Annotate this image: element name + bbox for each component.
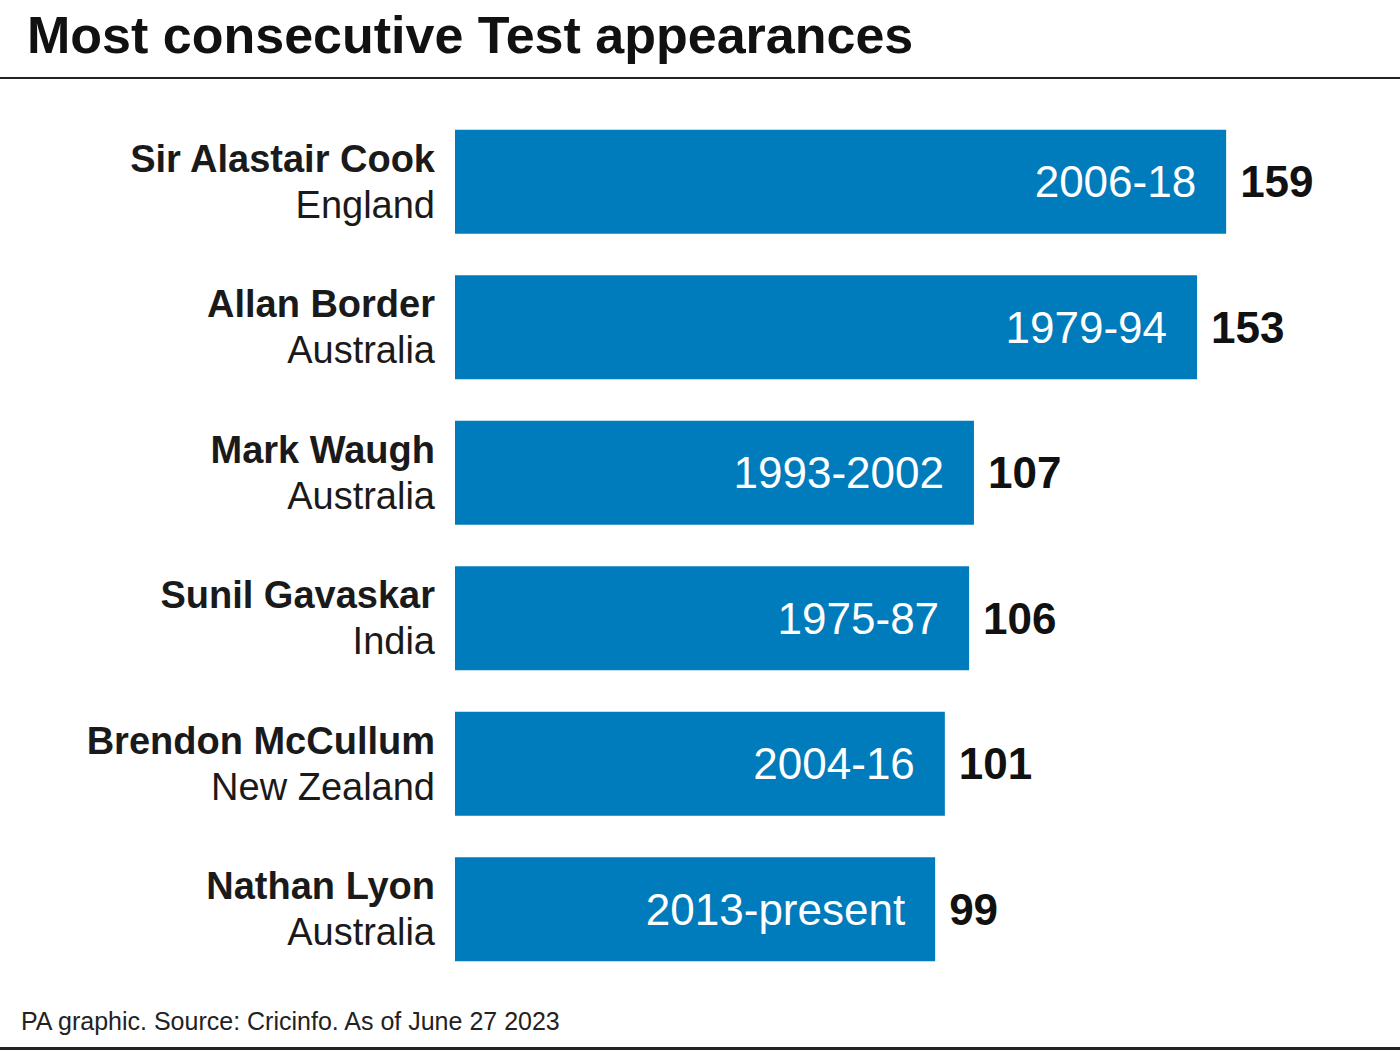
svg-text:Sir Alastair Cook: Sir Alastair Cook: [130, 138, 436, 180]
svg-text:New Zealand: New Zealand: [211, 766, 435, 808]
svg-text:159: 159: [1240, 157, 1313, 206]
svg-text:Australia: Australia: [287, 911, 436, 953]
svg-text:2013-present: 2013-present: [646, 885, 905, 934]
svg-text:PA graphic. Source: Cricinfo.: PA graphic. Source: Cricinfo. As of June…: [21, 1007, 560, 1035]
svg-text:Australia: Australia: [287, 329, 436, 371]
svg-text:99: 99: [949, 885, 998, 934]
svg-text:Australia: Australia: [287, 475, 436, 517]
svg-text:1979-94: 1979-94: [1006, 303, 1167, 352]
svg-text:Most consecutive Test appearan: Most consecutive Test appearances: [27, 6, 913, 64]
svg-text:2004-16: 2004-16: [753, 739, 914, 788]
svg-text:1975-87: 1975-87: [778, 594, 939, 643]
svg-text:2006-18: 2006-18: [1035, 157, 1196, 206]
svg-text:Sunil Gavaskar: Sunil Gavaskar: [160, 574, 435, 616]
svg-text:Nathan Lyon: Nathan Lyon: [206, 865, 435, 907]
svg-text:England: England: [296, 184, 435, 226]
svg-text:101: 101: [959, 739, 1032, 788]
svg-text:Brendon McCullum: Brendon McCullum: [87, 720, 435, 762]
svg-text:153: 153: [1211, 303, 1284, 352]
svg-text:106: 106: [983, 594, 1056, 643]
svg-text:107: 107: [988, 448, 1061, 497]
svg-text:Allan Border: Allan Border: [207, 283, 435, 325]
svg-text:India: India: [353, 620, 436, 662]
svg-text:1993-2002: 1993-2002: [734, 448, 944, 497]
svg-text:Mark Waugh: Mark Waugh: [211, 429, 436, 471]
